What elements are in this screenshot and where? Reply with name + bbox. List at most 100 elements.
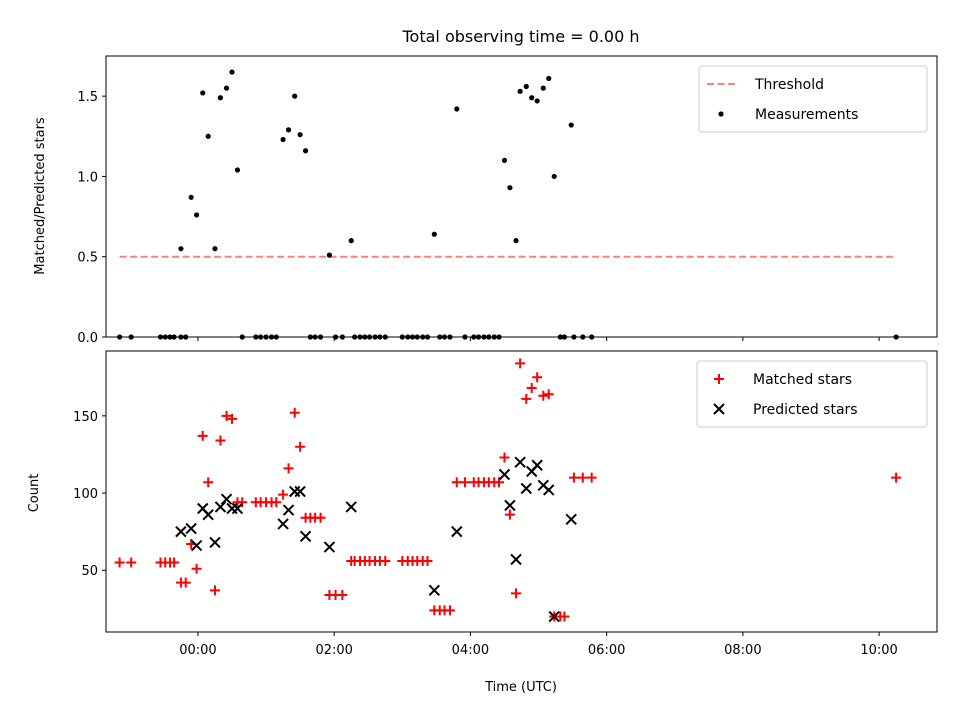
bottom-xtick-label: 06:00 — [588, 643, 625, 658]
bottom-matched-stars-point — [169, 557, 180, 568]
bottom-predicted-stars-point — [282, 504, 295, 516]
bottom-matched-stars-point — [315, 512, 326, 523]
top-ylabel: Matched/Predicted stars — [33, 117, 48, 275]
bottom-matched-stars-point — [422, 555, 433, 566]
bottom-matched-stars-point — [271, 497, 282, 508]
bottom-matched-stars-point — [337, 589, 348, 600]
bottom-legend-predicted-stars-label: Predicted stars — [753, 402, 858, 418]
bottom-predicted-stars-point — [277, 518, 289, 530]
bottom-predicted-stars-point — [231, 502, 244, 515]
bottom-matched-stars-point — [538, 390, 549, 401]
top-measurements-point — [568, 122, 574, 128]
top-legend-threshold-label: Threshold — [754, 77, 824, 93]
top-measurements-point — [280, 136, 286, 143]
bottom-predicted-stars-point — [514, 456, 526, 468]
bottom-predicted-stars-point — [294, 485, 306, 498]
bottom-predicted-stars-point — [510, 553, 522, 566]
bottom-matched-stars-point — [237, 497, 248, 508]
top-measurements-point — [302, 148, 309, 154]
top-measurements-point — [454, 106, 460, 112]
bottom-matched-stars-point — [586, 472, 597, 483]
bottom-xtick-label: 02:00 — [315, 643, 352, 658]
bottom-panel: 50 100 150 00:00 02:00 04:00 06:00 08:00 10:00 Ma… — [73, 350, 938, 658]
bottom-matched-stars-point — [444, 605, 455, 616]
bottom-predicted-stars-point — [299, 530, 312, 542]
bottom-predicted-stars-point — [323, 541, 336, 553]
bottom-xtick-label: 08:00 — [724, 643, 761, 658]
top-ytick-label: 0.0 — [77, 331, 98, 346]
top-measurements-point — [507, 185, 513, 191]
top-measurements-point — [223, 85, 230, 91]
top-measurements-point — [540, 85, 546, 91]
top-ytick-label: 0.5 — [77, 251, 98, 266]
bottom-xtick-label: 00:00 — [179, 643, 216, 658]
bottom-matched-stars-point — [126, 557, 137, 568]
bottom-legend-matched-stars-handle — [714, 374, 724, 384]
top-legend-measurements-label: Measurements — [755, 107, 858, 123]
bottom-predicted-stars-point — [543, 484, 555, 496]
bottom-matched-stars-point — [380, 555, 391, 566]
bottom-matched-stars-point — [114, 557, 125, 568]
bottom-matched-stars-point — [221, 410, 232, 421]
top-measurements-point — [212, 246, 218, 252]
bottom-predicted-stars-point — [214, 501, 227, 513]
bottom-matched-stars-point — [215, 435, 226, 446]
bottom-ytick-label: 50 — [81, 564, 98, 579]
top-legend: Threshold Measurements — [698, 65, 928, 133]
bottom-matched-stars-point — [203, 477, 214, 488]
bottom-predicted-stars-point — [209, 536, 221, 549]
bottom-predicted-stars-point — [185, 522, 197, 535]
top-measurements-point — [188, 194, 194, 200]
top-measurements-point — [348, 238, 354, 244]
bottom-matched-stars-point — [543, 389, 554, 400]
top-measurements-point — [513, 238, 519, 244]
bottom-matched-stars-point — [521, 393, 532, 404]
bottom-matched-stars-point — [283, 463, 294, 474]
bottom-ytick-label: 150 — [73, 410, 98, 425]
bottom-xlabel: Time (UTC) — [484, 680, 557, 695]
bottom-matched-stars-point — [209, 585, 220, 596]
bottom-legend: Matched stars Predicted stars — [696, 360, 928, 428]
top-measurements-point — [551, 173, 557, 180]
bottom-matched-stars-point — [515, 358, 526, 369]
top-measurements-point — [501, 157, 508, 163]
bottom-predicted-stars-point — [190, 539, 203, 552]
bottom-predicted-stars-point — [504, 499, 516, 512]
bottom-legend-matched-stars-label: Matched stars — [753, 372, 852, 388]
bottom-matched-stars-point — [559, 611, 570, 622]
top-measurements-point — [529, 95, 535, 101]
bottom-xtick-label: 10:00 — [860, 643, 897, 658]
bottom-matched-stars-point — [499, 452, 510, 463]
bottom-matched-stars-point — [289, 407, 300, 418]
bottom-legend-box — [696, 360, 928, 428]
bottom-plot-frame — [105, 350, 938, 633]
top-legend-measurements-handle — [718, 111, 724, 117]
bottom-ylabel: Count — [27, 474, 42, 513]
bottom-predicted-stars-point — [428, 584, 441, 597]
bottom-ytick-label: 100 — [73, 487, 98, 502]
top-measurements-point — [200, 90, 206, 96]
top-ytick-label: 1.0 — [77, 170, 98, 185]
top-measurements-point — [217, 95, 224, 101]
bottom-predicted-stars-point — [565, 513, 577, 525]
bottom-xtick-label: 04:00 — [452, 643, 489, 658]
top-measurements-point — [229, 69, 235, 75]
bottom-predicted-stars-point — [498, 468, 511, 481]
bottom-predicted-stars-point — [520, 482, 532, 495]
top-measurements-point — [193, 212, 200, 218]
bottom-predicted-stars-point — [531, 459, 543, 471]
top-measurements-point — [205, 133, 211, 139]
bottom-predicted-stars-point — [202, 508, 214, 521]
bottom-matched-stars-point — [278, 489, 289, 500]
top-measurements-point — [517, 88, 523, 94]
bottom-matched-stars-point — [891, 472, 902, 483]
top-legend-box — [698, 65, 928, 133]
top-measurements-point — [178, 246, 184, 252]
top-measurements-point — [546, 75, 552, 82]
bottom-legend-predicted-stars-handle — [713, 403, 725, 415]
top-measurements-point — [431, 231, 437, 237]
bottom-matched-stars-point — [568, 472, 579, 483]
bottom-predicted-stars-point — [220, 493, 233, 505]
bottom-matched-stars-point — [504, 509, 515, 520]
